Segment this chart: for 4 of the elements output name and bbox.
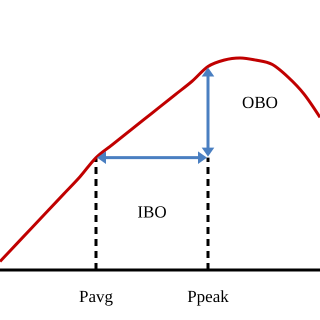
x-tick-label: Pavg	[79, 287, 114, 306]
annotation: IBO	[137, 202, 167, 222]
annotation: OBO	[242, 92, 278, 112]
x-tick-label: Ppeak	[187, 287, 230, 306]
